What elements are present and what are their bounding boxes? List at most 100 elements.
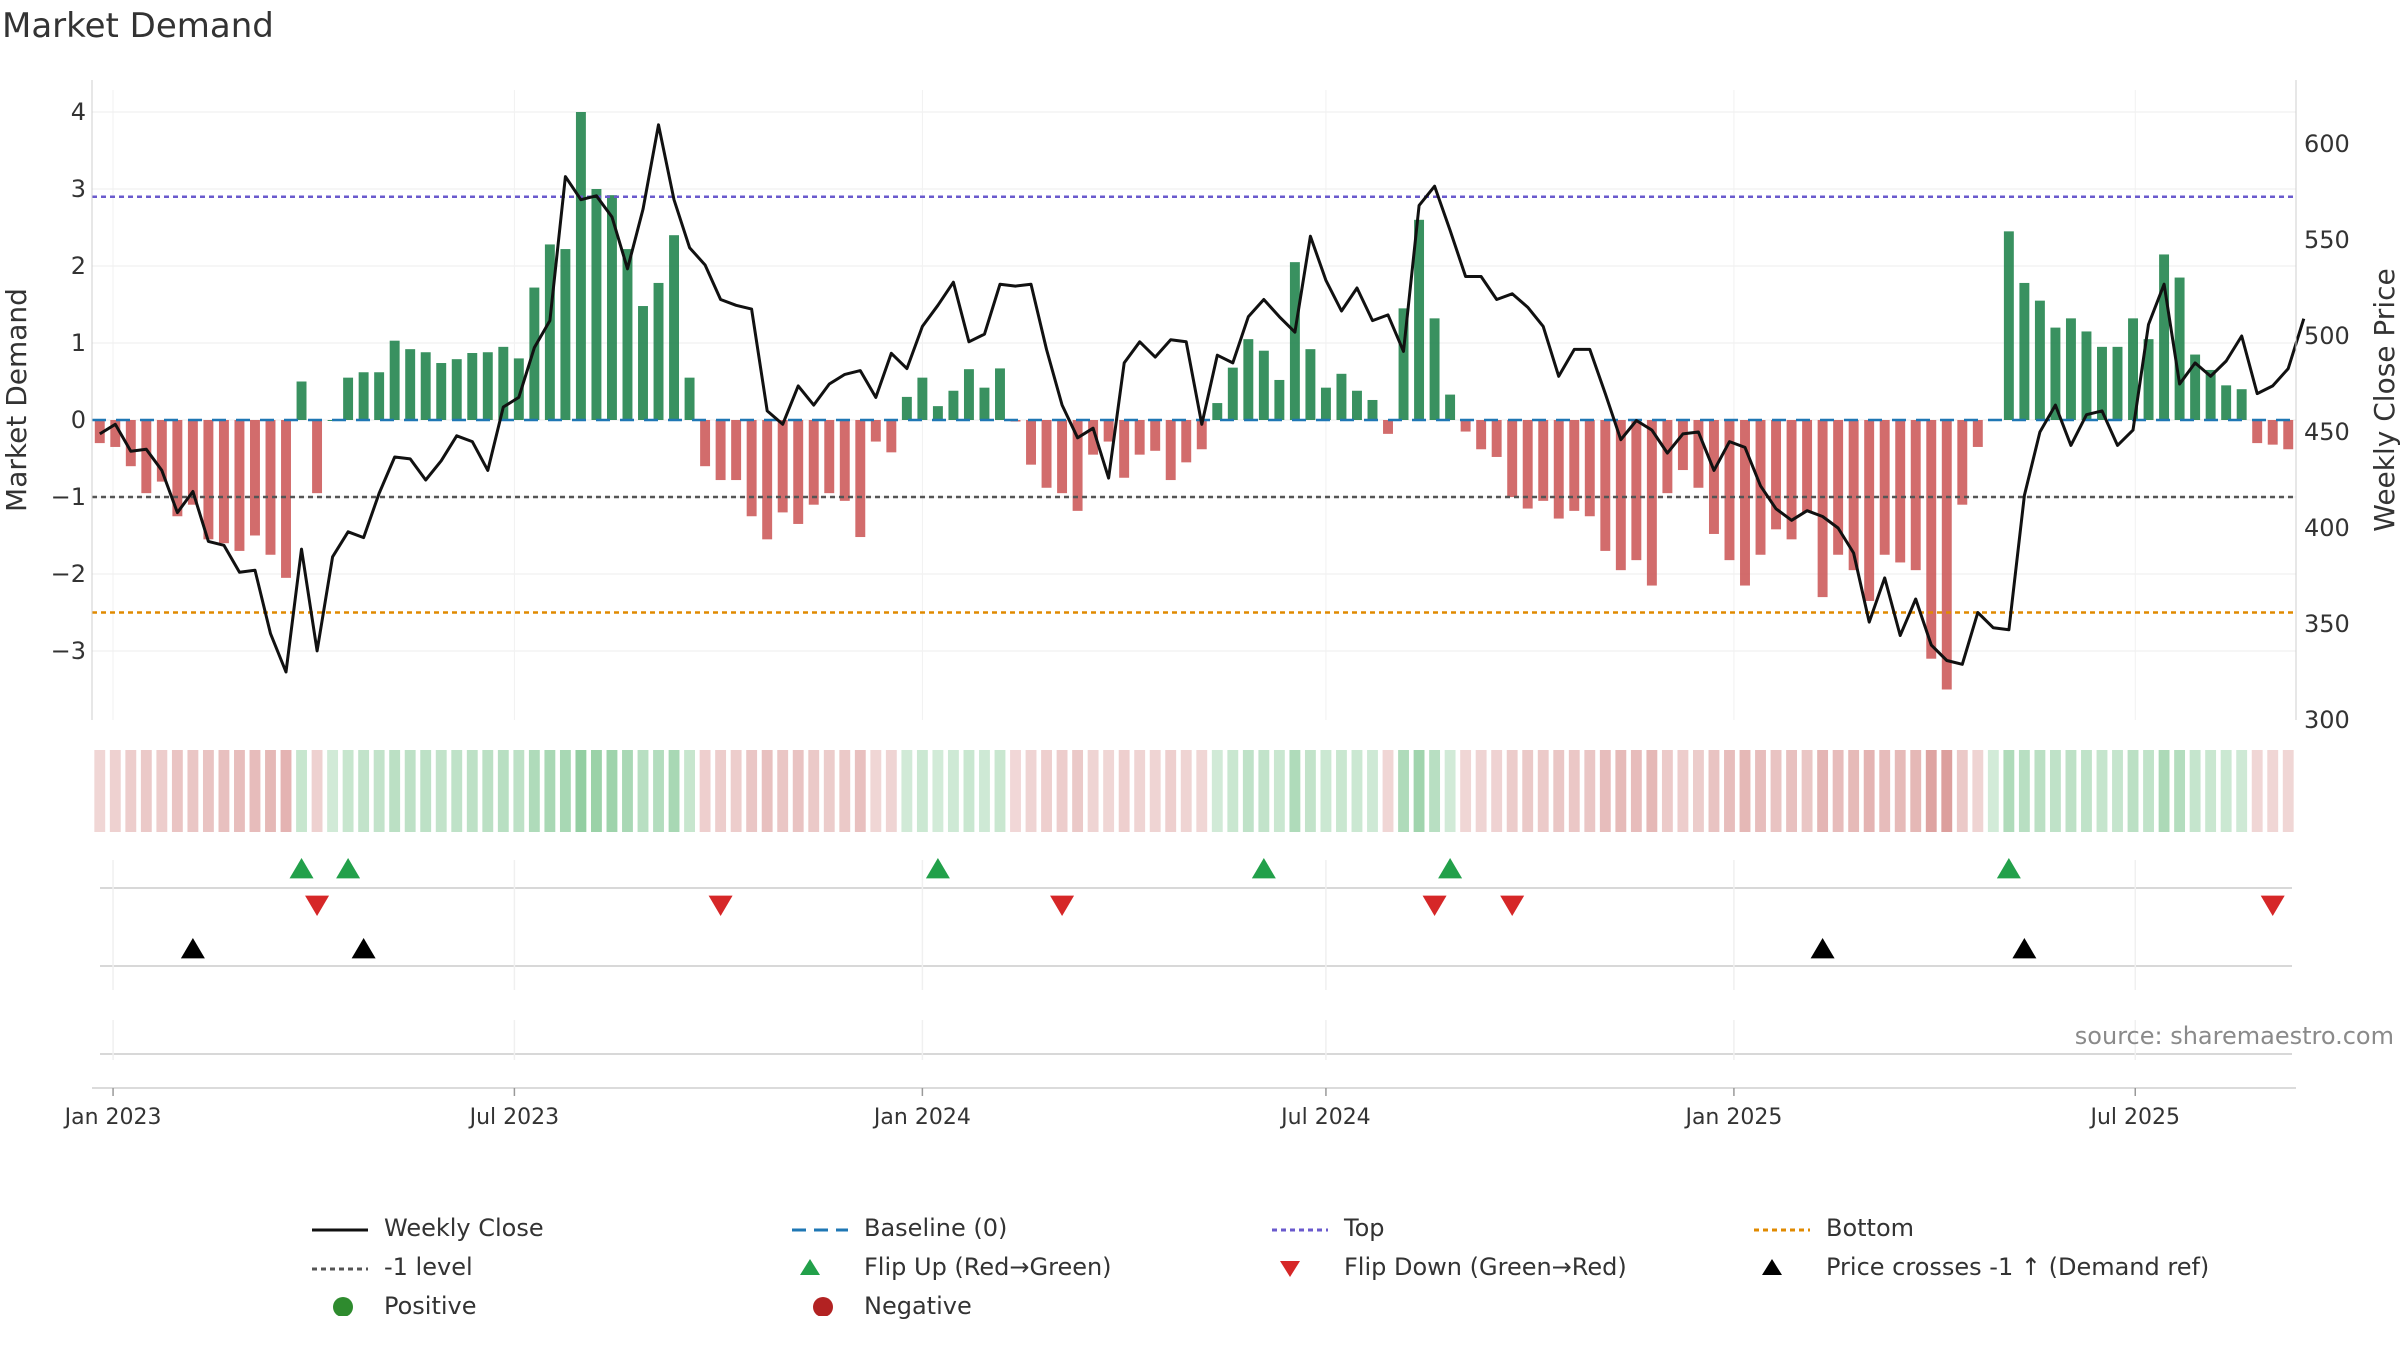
heat-cell [885,750,897,832]
x-tick-label: Jan 2025 [1683,1105,1782,1130]
heat-cell [1537,750,1549,832]
heat-cell [699,750,711,832]
heat-cell [606,750,618,832]
demand-bar [1864,420,1875,601]
heat-cell [1398,750,1409,832]
heat-cell [1786,750,1797,832]
demand-bar [94,420,105,444]
y-tick-left: 4 [71,98,86,126]
heat-cell [2158,750,2170,832]
heat-cell [1941,750,1953,832]
flip-down-marker [708,895,733,916]
demand-bar [1336,373,1347,420]
heat-cell [2112,750,2123,832]
demand-bar [1320,387,1331,420]
demand-bar [963,369,974,420]
heat-cell [1149,750,1161,832]
heat-cell [947,750,959,832]
demand-bar [234,420,245,551]
demand-bar [1289,262,1300,420]
heat-cell [1336,750,1347,832]
demand-bar [1196,420,1207,450]
demand-bar [2034,300,2045,420]
demand-bar [1584,420,1595,517]
heat-cell [1025,750,1037,832]
demand-bar [2019,282,2030,420]
heat-cell [2127,750,2139,832]
demand-bar [405,349,416,420]
heat-cell [2267,750,2279,832]
heat-cell [1693,750,1704,832]
heat-cell [622,750,633,832]
demand-bar [653,282,664,420]
heat-cell [2236,750,2248,832]
demand-bar [2236,389,2247,420]
flip-up-marker [1251,858,1276,879]
legend-label: Weekly Close [384,1214,544,1242]
demand-bar [1771,420,1782,530]
demand-bar [1631,420,1642,561]
heat-cell [528,750,540,832]
demand-bar [1383,420,1393,434]
heat-cell [1863,750,1875,832]
demand-bar [1352,390,1362,420]
heat-cell [1801,750,1813,832]
heat-cell [265,750,276,832]
heat-cell [1568,750,1580,832]
triangle-up-icon [1762,1259,1782,1275]
heat-cell [575,750,587,832]
demand-bar [203,420,214,540]
heat-cell [1289,750,1301,832]
demand-bar [591,189,602,420]
demand-bar [467,353,478,420]
demand-bar [1445,394,1456,420]
heat-cell [544,750,556,832]
heat-cell [901,750,913,832]
heat-cell [1584,750,1596,832]
heat-cell [2174,750,2186,832]
heat-cell [2003,750,2015,832]
demand-bar [1134,420,1145,455]
heat-cell [389,750,401,832]
demand-bar [1212,403,1223,420]
demand-bar [715,420,726,481]
flip-down-marker [305,895,330,916]
demand-bar [358,372,369,420]
heat-cell [1227,750,1239,832]
demand-bar [1677,420,1688,471]
heat-cell [1118,750,1130,832]
legend-label: Baseline (0) [864,1214,1008,1242]
demand-bar [2159,254,2170,420]
demand-bar [1398,308,1409,420]
heat-cell [1987,750,1999,832]
heat-cell [482,750,494,832]
demand-bar [793,420,804,524]
heat-cell [1661,750,1673,832]
heat-cell [653,750,664,832]
demand-bar [886,420,897,453]
demand-bar [1150,420,1161,451]
weekly-close-line [99,123,2306,674]
heat-cell [497,750,509,832]
dot-icon [333,1297,353,1316]
demand-bar [1569,420,1580,511]
heat-cell [1087,750,1099,832]
demand-bar [1833,420,1844,555]
legend-label: Negative [864,1292,972,1320]
demand-bar [777,420,788,513]
chart-title: Market Demand [2,6,274,46]
flip-up-marker [925,858,950,879]
y-tick-left: −1 [51,483,86,511]
heat-cell [1630,750,1642,832]
heat-cell [451,750,463,832]
heat-cell [466,750,478,832]
heat-cell [1646,750,1658,832]
demand-bar [2267,420,2278,445]
demand-bar [2283,420,2294,450]
dotted-line-icon [1272,1228,1328,1232]
heat-cell [994,750,1006,832]
demand-bar [824,420,835,494]
heat-cell [1351,750,1363,832]
heat-cell [435,750,447,832]
demand-bar [1848,420,1859,571]
